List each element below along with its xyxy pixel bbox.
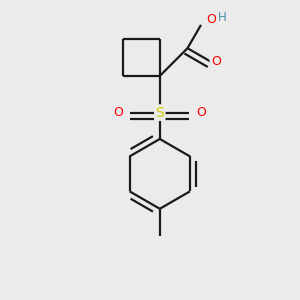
Text: S: S: [155, 106, 164, 120]
Text: O: O: [211, 55, 221, 68]
Text: O: O: [206, 14, 216, 26]
Text: H: H: [218, 11, 227, 24]
Text: O: O: [196, 106, 206, 119]
Text: O: O: [113, 106, 123, 119]
